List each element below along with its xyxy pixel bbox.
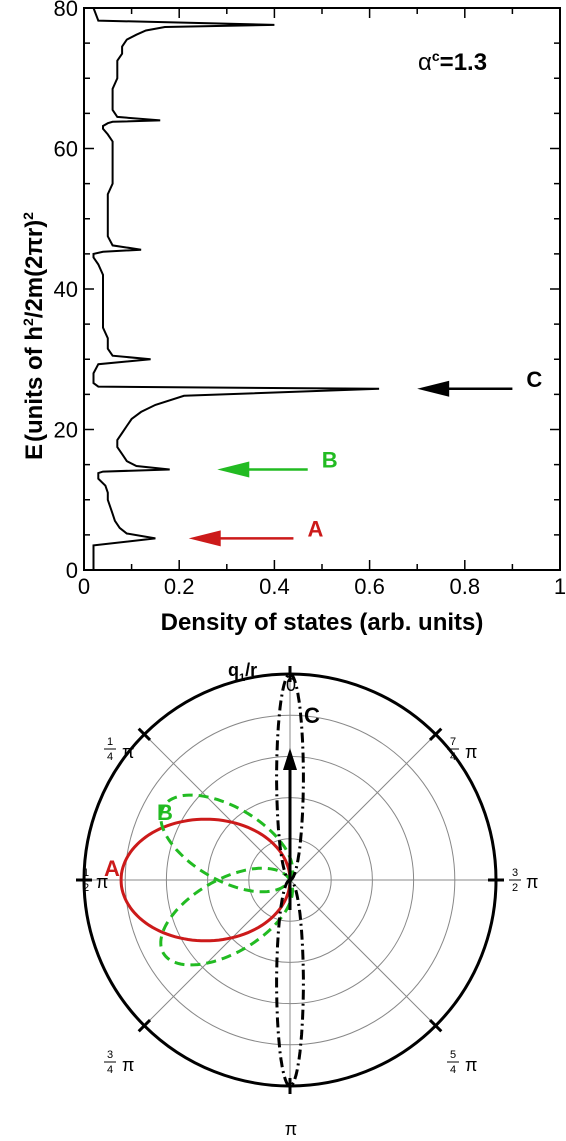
polar-angle-top: 0 bbox=[286, 675, 296, 695]
polar-lobe-c bbox=[275, 878, 305, 1088]
polar-lobe-b bbox=[159, 793, 295, 894]
y-tick-label: 80 bbox=[54, 0, 78, 21]
dos-tick-labels: 0 0.2 0.4 0.6 0.8 1 0 20 40 60 80 bbox=[54, 0, 566, 599]
dos-curve-series bbox=[92, 7, 380, 570]
polar-chart: q1/r A B C 0 π 1 4 π 1 2 π 3 4 π 7 bbox=[76, 660, 538, 1139]
polar-angle-lower-left: 3 4 π bbox=[104, 1049, 134, 1076]
y-tick-label: 20 bbox=[54, 418, 78, 443]
svg-text:π: π bbox=[526, 872, 538, 892]
svg-text:7: 7 bbox=[450, 736, 456, 748]
svg-text:4: 4 bbox=[107, 751, 113, 763]
svg-text:3: 3 bbox=[107, 1049, 113, 1061]
dos-y-axis-label: E(units of h2/2m(2πr)2 bbox=[20, 212, 48, 460]
polar-angle-upper-left: 1 4 π bbox=[104, 736, 134, 763]
svg-text:3: 3 bbox=[512, 867, 518, 879]
polar-label-c: C bbox=[304, 703, 320, 728]
alpha-annotation: αc=1.3 bbox=[418, 48, 487, 76]
svg-text:1: 1 bbox=[83, 867, 89, 879]
arrowhead-icon bbox=[417, 380, 450, 397]
svg-text:2: 2 bbox=[83, 882, 89, 894]
svg-text:2: 2 bbox=[512, 882, 518, 894]
dos-arrows: A B C bbox=[188, 367, 542, 547]
svg-text:π: π bbox=[122, 742, 134, 762]
polar-angle-lower-right: 5 4 π bbox=[447, 1049, 477, 1076]
dos-ticks bbox=[83, 7, 561, 571]
polar-outer-tick bbox=[428, 1018, 443, 1033]
polar-outer-tick bbox=[428, 727, 443, 742]
svg-text:π: π bbox=[465, 742, 477, 762]
svg-text:π: π bbox=[96, 872, 108, 892]
x-tick-label: 1 bbox=[554, 574, 566, 599]
arrow-label: B bbox=[322, 448, 338, 473]
x-tick-label: 0.2 bbox=[164, 574, 195, 599]
dos-x-axis-label: Density of states (arb. units) bbox=[161, 609, 484, 636]
polar-angle-bottom: π bbox=[285, 1119, 297, 1139]
arrowhead-icon bbox=[188, 530, 221, 547]
x-tick-label: 0.8 bbox=[450, 574, 481, 599]
polar-angle-upper-right: 7 4 π bbox=[447, 736, 477, 763]
arrowhead-icon bbox=[217, 461, 250, 478]
state-arrow-c: C bbox=[417, 367, 542, 397]
arrow-label: A bbox=[307, 516, 323, 541]
svg-text:4: 4 bbox=[107, 1064, 113, 1076]
arrowhead-icon bbox=[283, 748, 297, 770]
polar-lobes bbox=[119, 672, 305, 1088]
polar-outer-tick bbox=[137, 1018, 152, 1033]
svg-text:π: π bbox=[465, 1055, 477, 1075]
dos-chart: 0 0.2 0.4 0.6 0.8 1 0 20 40 60 80 A B C αc=1.3 Densi… bbox=[20, 0, 566, 636]
x-tick-label: 0.4 bbox=[259, 574, 290, 599]
polar-label-a: A bbox=[104, 856, 120, 881]
polar-angle-right: 3 2 π bbox=[509, 867, 538, 894]
dos-plot-frame bbox=[83, 7, 561, 571]
polar-angle-left: 1 2 π bbox=[80, 867, 108, 894]
polar-lobe-b bbox=[159, 866, 295, 967]
x-tick-label: 0 bbox=[78, 574, 90, 599]
polar-title: q1/r bbox=[228, 660, 257, 684]
polar-lobe-c bbox=[275, 672, 305, 882]
arrow-label: C bbox=[526, 367, 542, 392]
x-tick-label: 0.6 bbox=[354, 574, 385, 599]
polar-outer-tick bbox=[137, 727, 152, 742]
svg-text:4: 4 bbox=[450, 751, 456, 763]
svg-text:4: 4 bbox=[450, 1064, 456, 1076]
polar-label-b: B bbox=[157, 800, 173, 825]
state-arrow-b: B bbox=[217, 448, 338, 478]
y-tick-label: 0 bbox=[66, 558, 78, 583]
svg-text:π: π bbox=[122, 1055, 134, 1075]
y-tick-label: 40 bbox=[54, 277, 78, 302]
state-arrow-a: A bbox=[188, 516, 323, 547]
y-tick-label: 60 bbox=[54, 137, 78, 162]
svg-text:5: 5 bbox=[450, 1049, 456, 1061]
svg-text:1: 1 bbox=[107, 736, 113, 748]
polar-lobe-a bbox=[119, 817, 292, 943]
